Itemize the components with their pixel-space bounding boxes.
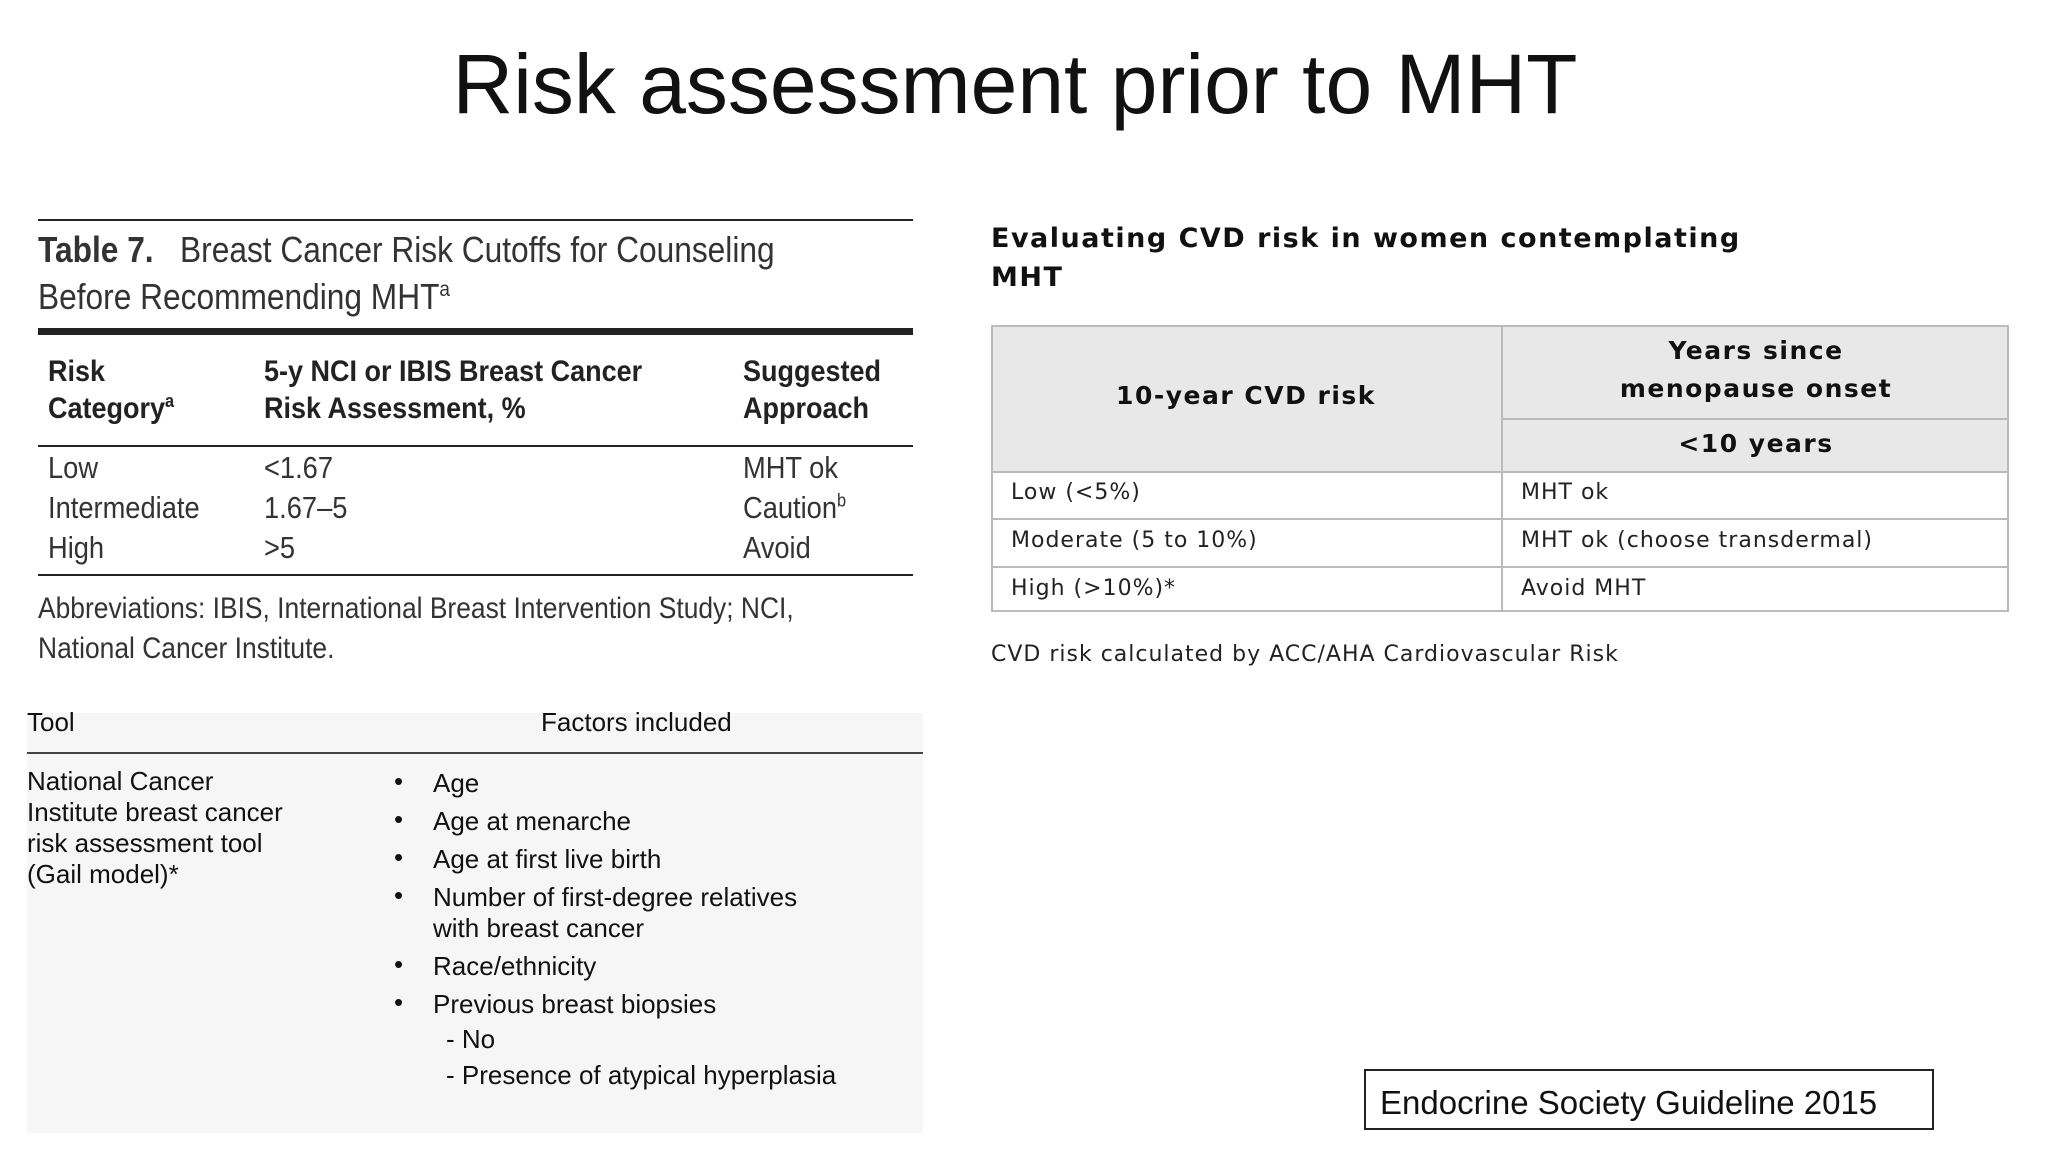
header: Tool: [27, 707, 75, 737]
cell: >5: [264, 532, 295, 563]
header: Years since: [1668, 336, 1844, 365]
cell-text: Caution: [743, 490, 838, 525]
cvd-footnote: CVD risk calculated by ACC/AHA Cardiovas…: [991, 642, 1619, 667]
cvd-table: [991, 325, 2009, 612]
rule: [38, 219, 913, 221]
cell-text: <1.67: [264, 450, 334, 485]
header-line: Suggested: [743, 355, 882, 388]
tool-name: risk assessment tool: [27, 828, 263, 858]
sub-factor: - Presence of atypical hyperplasia: [446, 1060, 837, 1090]
cell: MHT ok: [743, 452, 838, 483]
cell-text: >5: [264, 530, 296, 565]
cell-text: Avoid: [743, 530, 811, 565]
factor: Previous breast biopsies: [433, 989, 717, 1019]
citation-box: [1364, 1069, 1934, 1130]
row-line: [993, 566, 2007, 568]
cell: Moderate (5 to 10%): [1011, 528, 1258, 553]
cell: MHT ok (choose transdermal): [1521, 528, 1874, 553]
header: <10 years: [1678, 429, 1834, 458]
cell: 1.67–5: [264, 492, 347, 523]
row-line: [993, 471, 2007, 473]
cell: Avoid MHT: [1521, 576, 1647, 601]
header-line: 5-y NCI or IBIS Breast Cancer: [264, 355, 643, 388]
thick-rule: [38, 328, 913, 335]
cell-text: Low: [48, 450, 99, 485]
cell: Cautionb: [743, 489, 847, 525]
header-bg: [993, 327, 2007, 471]
header-line: Risk: [48, 355, 106, 388]
column-header: Risk Assessment, %: [264, 394, 526, 424]
header: menopause onset: [1619, 374, 1893, 403]
header-line: Risk Assessment, %: [264, 392, 526, 425]
tool-name: Institute breast cancer: [27, 797, 283, 827]
cvd-title: MHT: [991, 262, 1064, 293]
header-line: Approach: [743, 392, 870, 425]
factor: Age: [433, 768, 480, 798]
column-header: Categorya: [48, 391, 175, 425]
table-caption: Before Recommending MHTa: [38, 276, 451, 317]
cell: High (>10%)*: [1011, 576, 1177, 601]
rule: [38, 445, 913, 447]
factor: Race/ethnicity: [433, 951, 597, 981]
row-line: [993, 518, 2007, 520]
header: Factors included: [541, 707, 732, 737]
slide-title: Risk assessment prior to MHT: [452, 37, 1578, 131]
citation: Endocrine Society Guideline 2015: [1380, 1084, 1878, 1121]
cell: Low: [48, 452, 98, 483]
cell-text: MHT ok: [743, 450, 838, 485]
tool-name: National Cancer: [27, 766, 214, 796]
bullet: •: [394, 842, 404, 872]
superscript: b: [837, 489, 847, 511]
factor: Age at first live birth: [433, 844, 662, 874]
rule: [27, 752, 923, 754]
cell-text: Intermediate: [48, 490, 200, 525]
bullet: •: [394, 987, 404, 1017]
cell-text: 1.67–5: [264, 490, 348, 525]
column-header: Suggested: [743, 357, 881, 387]
factor: Number of first-degree relatives: [433, 882, 798, 912]
cvd-title: Evaluating CVD risk in women contemplati…: [991, 223, 1741, 254]
header-line: Category: [48, 392, 166, 425]
table-caption: Table 7. Breast Cancer Risk Cutoffs for …: [38, 232, 775, 268]
col-line: [1501, 327, 1503, 610]
bullet: •: [394, 880, 404, 910]
column-header: Risk: [48, 357, 105, 387]
cell: <1.67: [264, 452, 333, 483]
cell: High: [48, 532, 104, 563]
tool-name: (Gail model)*: [27, 859, 179, 889]
superscript: a: [439, 276, 451, 301]
row-line: [1501, 418, 2007, 420]
bullet: •: [394, 949, 404, 979]
header: 10-year CVD risk: [1116, 381, 1376, 410]
bullet: •: [394, 766, 404, 796]
caption-line: Breast Cancer Risk Cutoffs for Counselin…: [180, 229, 775, 270]
superscript: a: [165, 391, 175, 411]
tools-panel: [27, 713, 923, 1133]
cell: MHT ok: [1521, 480, 1610, 505]
factor: Age at menarche: [433, 806, 632, 836]
cell: Avoid: [743, 532, 811, 563]
bullet: •: [394, 804, 404, 834]
footnote: National Cancer Institute.: [38, 632, 335, 665]
cell-text: High: [48, 530, 105, 565]
factor: with breast cancer: [433, 913, 644, 943]
footnote: Abbreviations: IBIS, International Breas…: [38, 592, 794, 625]
column-header: Approach: [743, 394, 869, 424]
caption-line: Before Recommending MHT: [38, 276, 440, 317]
cell: Low (<5%): [1011, 480, 1141, 505]
column-header: 5-y NCI or IBIS Breast Cancer: [264, 357, 642, 387]
sub-factor: - No: [446, 1024, 496, 1054]
table-label: Table 7.: [38, 229, 154, 270]
cell: Intermediate: [48, 492, 200, 523]
rule: [38, 574, 913, 576]
